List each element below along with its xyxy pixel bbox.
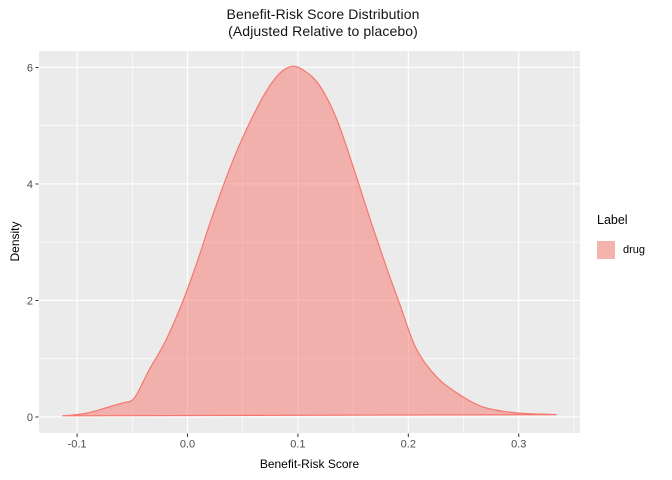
legend-key-swatch bbox=[597, 241, 615, 259]
legend-key-fill bbox=[597, 241, 615, 259]
density-curve-drug bbox=[62, 65, 557, 417]
y-tick-label: 4 bbox=[27, 179, 33, 191]
legend-entry-label: drug bbox=[623, 244, 646, 256]
legend-entry-drug: drug bbox=[597, 241, 645, 259]
x-tick-label: -0.1 bbox=[68, 439, 87, 451]
y-tick-label: 6 bbox=[27, 62, 33, 74]
legend-title: Label bbox=[597, 213, 628, 227]
x-axis-title: Benefit-Risk Score bbox=[259, 457, 360, 471]
y-tick-label: 2 bbox=[27, 295, 33, 307]
y-tick-label: 0 bbox=[27, 412, 33, 424]
plot-subtitle: (Adjusted Relative to placebo) bbox=[228, 23, 418, 39]
x-tick-label: 0.1 bbox=[290, 439, 305, 451]
y-axis-title: Density bbox=[8, 221, 22, 262]
x-tick-label: 0.2 bbox=[401, 439, 416, 451]
plot-title: Benefit-Risk Score Distribution bbox=[226, 6, 420, 22]
x-tick-label: 0.3 bbox=[511, 439, 526, 451]
x-tick-label: 0.0 bbox=[180, 439, 195, 451]
